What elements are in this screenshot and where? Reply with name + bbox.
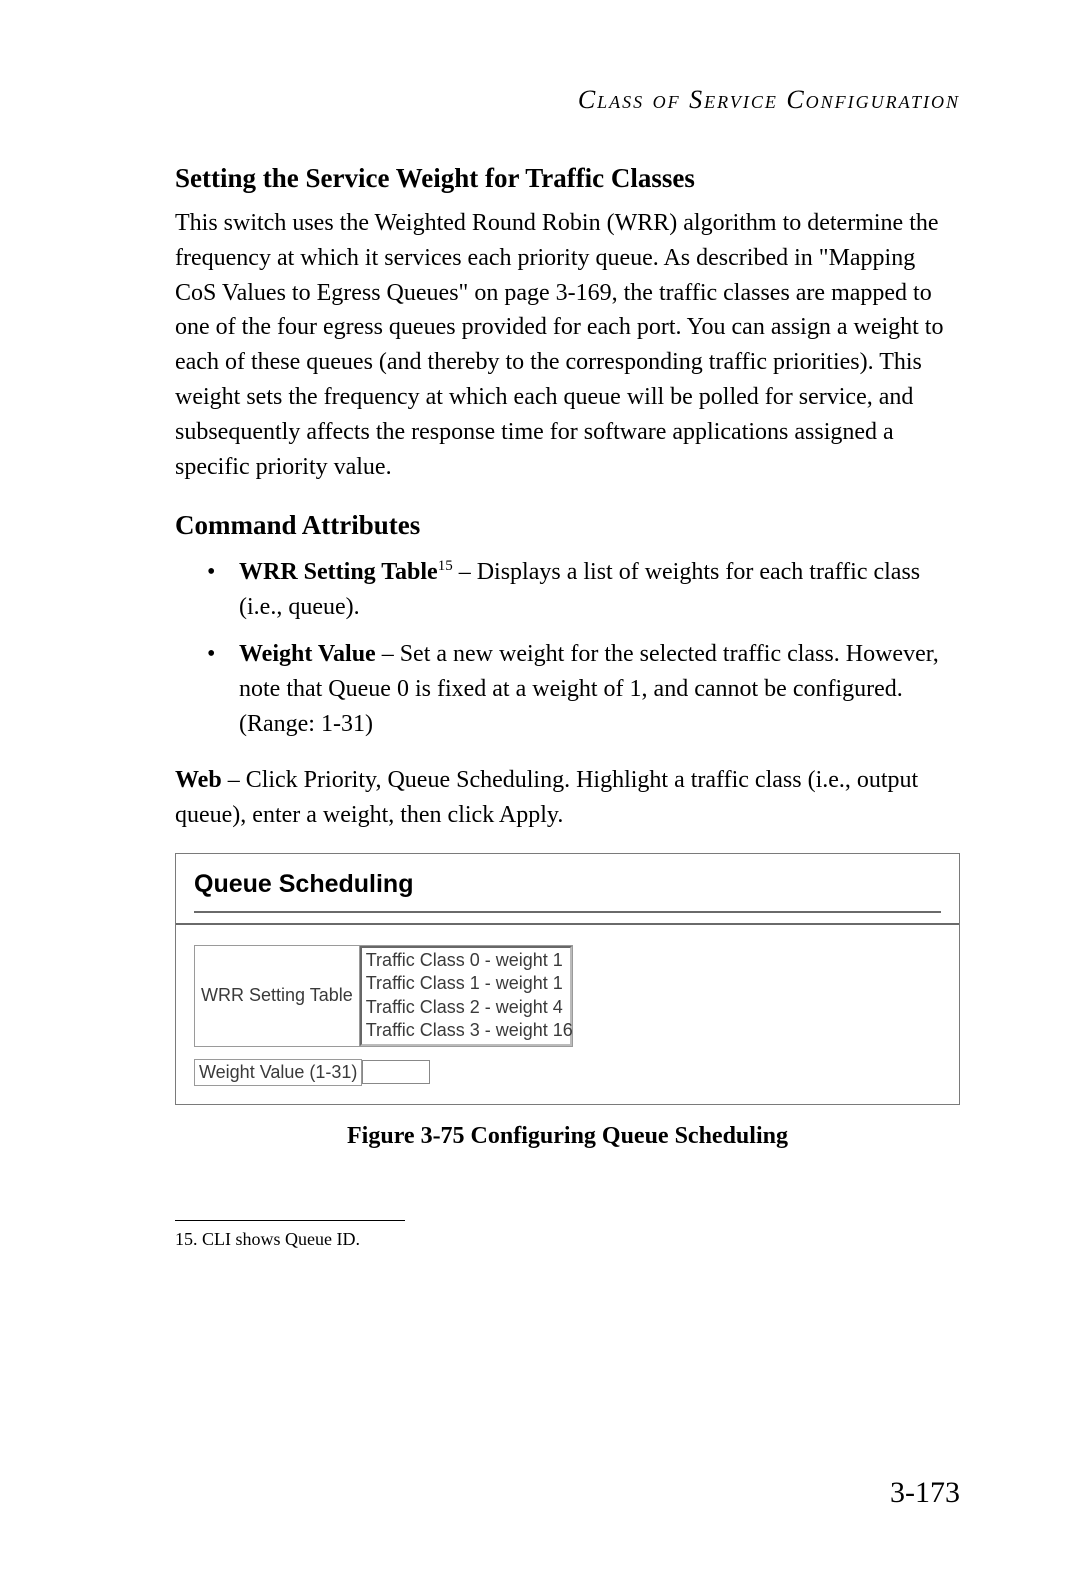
figure-caption: Figure 3-75 Configuring Queue Scheduling: [175, 1123, 960, 1150]
attr-lead: WRR Setting Table: [239, 559, 438, 585]
panel-header-rule: [194, 911, 941, 913]
page-header: Class of Service Configuration: [175, 85, 960, 115]
wrr-option[interactable]: Traffic Class 0 - weight 1: [366, 949, 566, 972]
queue-scheduling-panel: Queue Scheduling WRR Setting Table Traff…: [175, 853, 960, 1105]
wrr-option[interactable]: Traffic Class 2 - weight 4: [366, 996, 566, 1019]
footnote: 15. CLI shows Queue ID.: [175, 1229, 960, 1250]
wrr-listbox-cell: Traffic Class 0 - weight 1 Traffic Class…: [359, 945, 572, 1046]
panel-body: WRR Setting Table Traffic Class 0 - weig…: [176, 925, 959, 1104]
command-attributes-list: WRR Setting Table15 – Displays a list of…: [175, 555, 960, 741]
wrr-option[interactable]: Traffic Class 3 - weight 16: [366, 1019, 566, 1042]
web-lead: Web: [175, 767, 222, 793]
footnote-rule: [175, 1220, 405, 1221]
footnote-num: 15.: [175, 1229, 198, 1249]
attr-lead: Weight Value: [239, 641, 376, 667]
list-item: WRR Setting Table15 – Displays a list of…: [207, 555, 960, 625]
footnote-text: CLI shows Queue ID.: [198, 1229, 360, 1249]
page-number: 3-173: [890, 1476, 960, 1510]
section-heading: Setting the Service Weight for Traffic C…: [175, 163, 960, 194]
panel-title: Queue Scheduling: [194, 870, 413, 898]
command-attributes-heading: Command Attributes: [175, 510, 960, 541]
list-item: Weight Value – Set a new weight for the …: [207, 637, 960, 741]
wrr-label: WRR Setting Table: [195, 945, 360, 1046]
wrr-option[interactable]: Traffic Class 1 - weight 1: [366, 972, 566, 995]
footnote-ref: 15: [438, 558, 453, 574]
section-paragraph: This switch uses the Weighted Round Robi…: [175, 206, 960, 484]
wrr-setting-table: WRR Setting Table Traffic Class 0 - weig…: [194, 945, 573, 1047]
weight-input[interactable]: [362, 1060, 430, 1084]
web-rest: – Click Priority, Queue Scheduling. High…: [175, 767, 918, 828]
weight-row: Weight Value (1-31): [194, 1059, 941, 1086]
panel-header: Queue Scheduling: [176, 854, 959, 925]
weight-label: Weight Value (1-31): [194, 1059, 362, 1086]
web-instruction: Web – Click Priority, Queue Scheduling. …: [175, 763, 960, 833]
wrr-listbox[interactable]: Traffic Class 0 - weight 1 Traffic Class…: [360, 946, 572, 1046]
